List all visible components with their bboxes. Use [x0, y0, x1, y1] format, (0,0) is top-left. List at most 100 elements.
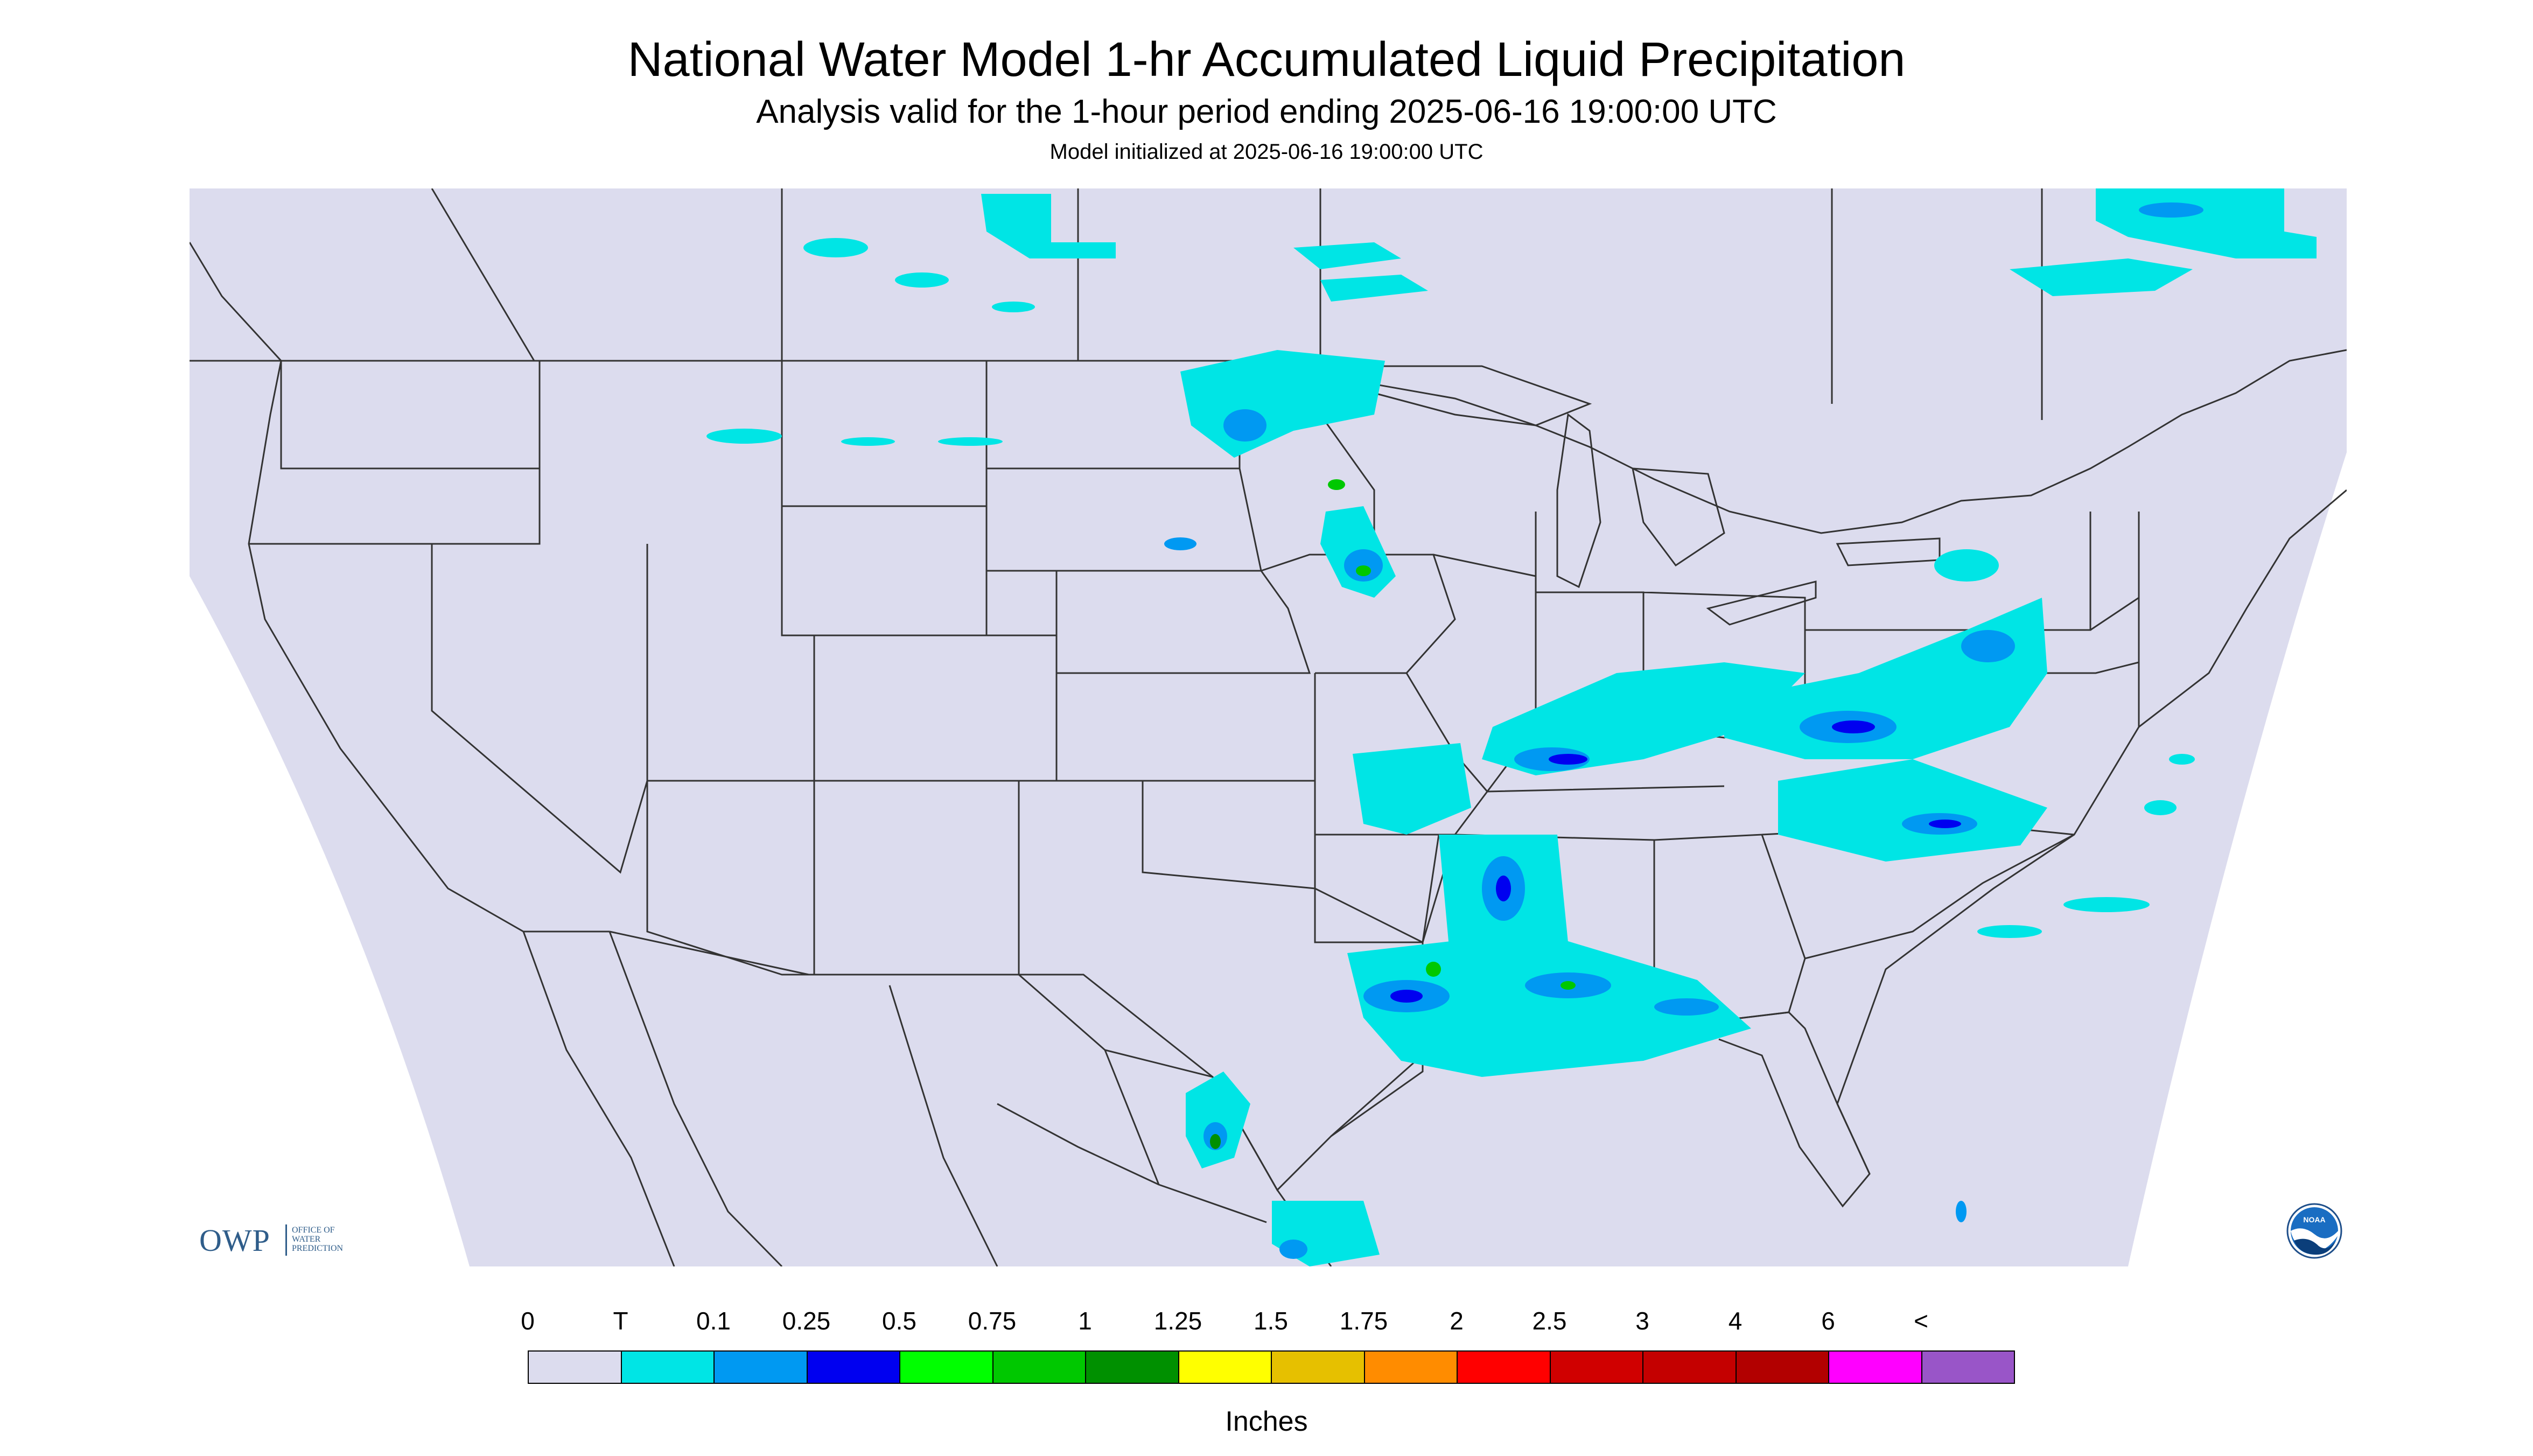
precip-area-atlantic-1: [2063, 897, 2150, 912]
legend-label-13: 4: [1728, 1307, 1743, 1335]
precip-area-gulf-sw-core: [1279, 1240, 1307, 1259]
legend-label-0: 0: [521, 1307, 535, 1335]
precip-area-md: [1961, 630, 2015, 662]
baja: [522, 931, 675, 1266]
legend-swatch-15: [1921, 1350, 2015, 1384]
legend-swatch-5: [992, 1350, 1086, 1384]
legend-swatch-6: [1085, 1350, 1179, 1384]
precip-area-la-green: [1426, 962, 1441, 977]
precip-area-montana-3: [938, 437, 1003, 446]
state-boundaries: [190, 188, 2347, 1266]
legend-label-10: 2: [1450, 1307, 1464, 1335]
nebraska-kansas: [986, 570, 1316, 782]
precip-area-arkansas: [1353, 743, 1471, 835]
precip-area-ny: [1934, 549, 1999, 582]
precip-area-canada-ne-core: [2139, 202, 2203, 218]
mexico-states: [608, 931, 1267, 1266]
owp-logo: OWP OFFICE OF WATER PREDICTION: [199, 1222, 382, 1260]
mexico-border: [609, 930, 1332, 1266]
lake-erie: [1706, 580, 1817, 626]
precip-area-gulf-coast: [1347, 932, 1751, 1077]
canada-provinces: [431, 188, 2043, 420]
precip-area-indiana: [1617, 696, 1692, 715]
precip-area-canada-c5: [992, 302, 1035, 312]
noaa-logo-wave: [2294, 1238, 2336, 1255]
owp-logo-divider: [285, 1224, 287, 1256]
precip-area-fl-panhandle: [1654, 998, 1719, 1016]
owp-logo-subtext: OFFICE OF WATER PREDICTION: [292, 1226, 344, 1253]
legend-swatch-14: [1828, 1350, 1922, 1384]
precip-area-minnesota-core: [1223, 409, 1266, 442]
legend-label-7: 1.25: [1153, 1307, 1202, 1335]
precip-area-canada-ne2: [2010, 258, 2193, 296]
legend-swatch-1: [620, 1350, 715, 1384]
legend-label-12: 3: [1635, 1307, 1649, 1335]
legend-swatch-9: [1363, 1350, 1458, 1384]
legend-label-14: 6: [1821, 1307, 1835, 1335]
legend-label-6: 1: [1078, 1307, 1092, 1335]
legend-swatch-12: [1642, 1350, 1737, 1384]
precip-area-ms-core2: [1496, 876, 1511, 901]
idaho-montana: [538, 361, 988, 544]
precip-area-carolinas: [1778, 759, 2047, 862]
precip-area-canada-c: [1293, 242, 1401, 269]
precip-area-va-core2: [1832, 720, 1875, 733]
lake-superior: [1320, 365, 1592, 426]
precip-area-wisconsin-green: [1356, 565, 1371, 576]
precip-area-la-core2: [1390, 990, 1423, 1003]
precip-area-sd: [1164, 537, 1196, 550]
precip-area-nc-core2: [1929, 820, 1961, 828]
atlantic-coast: [1836, 489, 2347, 1174]
model-domain: [190, 188, 2347, 1266]
precip-area-montana: [706, 429, 782, 444]
precip-area-montana-2: [841, 437, 895, 446]
legend-swatch-4: [899, 1350, 993, 1384]
legend-swatch-8: [1271, 1350, 1365, 1384]
precip-area-canada-nw: [981, 194, 1116, 258]
legend-label-4: 0.5: [882, 1307, 916, 1335]
precip-area-atlantic-3: [2144, 800, 2177, 815]
map-title: National Water Model 1-hr Accumulated Li…: [627, 33, 1906, 87]
legend-label-9: 1.75: [1339, 1307, 1388, 1335]
lake-huron: [1632, 467, 1725, 567]
legend-swatch-0: [528, 1350, 622, 1384]
precip-area-atlantic-2: [1977, 925, 2042, 938]
legend-label-2: 0.1: [696, 1307, 731, 1335]
legend-units: Inches: [1225, 1406, 1308, 1437]
legend-label-11: 2.5: [1532, 1307, 1567, 1335]
legend-label-1: T: [613, 1307, 628, 1335]
noaa-logo: NOAA: [2286, 1203, 2342, 1259]
map-subtitle: Analysis valid for the 1-hour period end…: [756, 93, 1777, 130]
noaa-logo-text: NOAA: [2303, 1215, 2325, 1224]
precip-area-canada-c3: [803, 238, 868, 257]
west-coast: [190, 242, 610, 933]
legend-label-5: 0.75: [968, 1307, 1017, 1335]
owp-logo-text: OWP: [199, 1223, 270, 1258]
legend-swatch-10: [1457, 1350, 1551, 1384]
legend-label-8: 1.5: [1254, 1307, 1288, 1335]
precip-area-tx-green: [1210, 1134, 1221, 1149]
midwest: [1433, 512, 1806, 792]
legend-label-15: <: [1914, 1307, 1928, 1335]
model-init-text: Model initialized at 2025-06-16 19:00:00…: [1049, 140, 1484, 164]
precip-area-minnesota-green: [1328, 479, 1345, 490]
legend-label-3: 0.25: [782, 1307, 831, 1335]
legend-swatch-11: [1549, 1350, 1643, 1384]
precipitation-map: [190, 188, 2347, 1266]
precipitation-legend: 0 T 0.1 0.25 0.5 0.75 1 1.25 1.5 1.75 2 2.5 3 4 6 <: [521, 1297, 2015, 1415]
precip-area-atlantic-4: [2169, 754, 2195, 765]
precip-area-canada-c2: [1320, 275, 1428, 302]
legend-swatch-7: [1178, 1350, 1272, 1384]
precipitation-areas: [706, 188, 2317, 1266]
lake-michigan: [1556, 413, 1601, 589]
precip-area-texas-coast: [1186, 1072, 1250, 1168]
precip-area-al-green: [1561, 981, 1576, 990]
legend-swatch-13: [1735, 1350, 1829, 1384]
precip-area-canada-c4: [895, 272, 949, 288]
legend-swatch-2: [713, 1350, 808, 1384]
precip-area-ohio-core2: [1549, 754, 1587, 765]
precip-area-bahamas: [1956, 1201, 1967, 1222]
precip-area-ohio-valley: [1482, 662, 1805, 775]
mississippi-river-states: [1422, 785, 1725, 1050]
legend-swatch-3: [806, 1350, 900, 1384]
